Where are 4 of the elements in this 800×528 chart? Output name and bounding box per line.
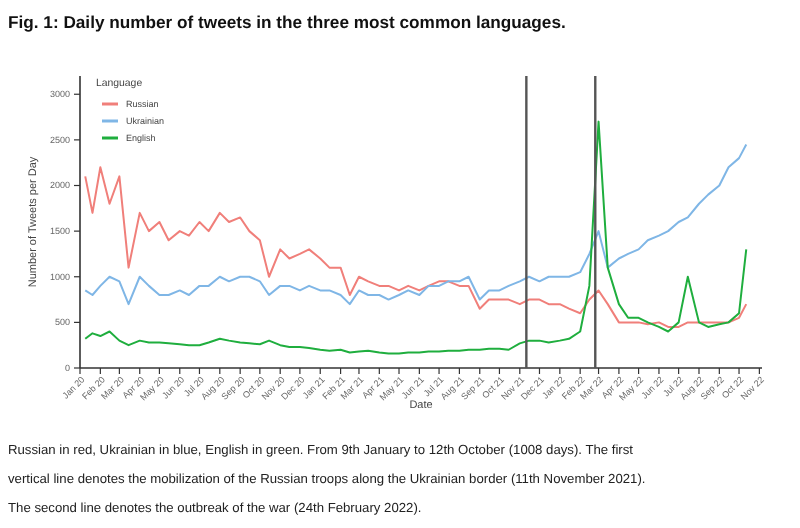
line-series (84, 143, 748, 306)
line-series (84, 120, 748, 355)
chart-title: Fig. 1: Daily number of tweets in the three most common languages. (8, 12, 566, 32)
line-series (84, 166, 748, 328)
